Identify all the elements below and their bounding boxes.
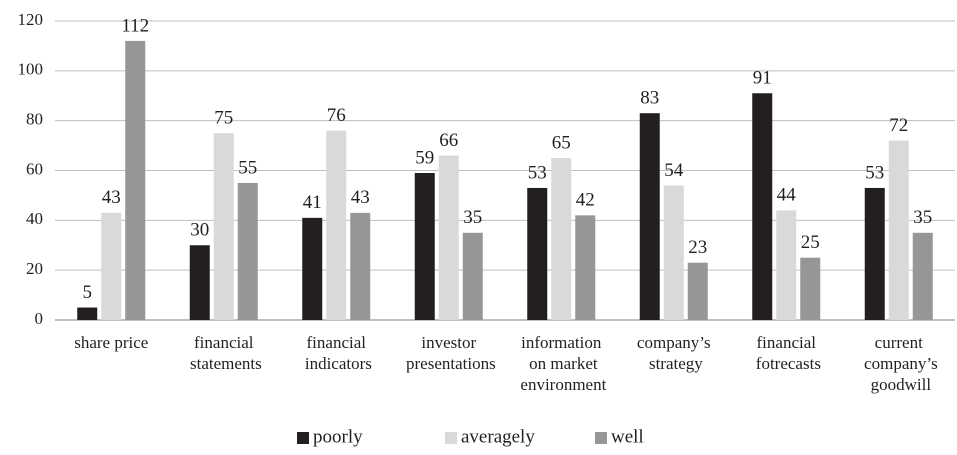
data-label: 41 — [303, 192, 322, 213]
y-tick-label: 0 — [35, 309, 44, 328]
bar — [864, 187, 885, 320]
data-label: 112 — [121, 15, 149, 36]
data-label: 59 — [415, 147, 434, 168]
data-label: 53 — [865, 162, 884, 183]
data-label: 35 — [463, 207, 482, 228]
bar — [189, 245, 210, 320]
data-label: 43 — [102, 187, 121, 208]
bar — [687, 262, 708, 320]
y-tick-label: 20 — [26, 259, 43, 278]
x-tick-label: company’s strategy — [637, 333, 711, 373]
bar — [326, 130, 347, 320]
data-label: 55 — [238, 157, 257, 178]
bar — [912, 232, 933, 320]
data-label: 72 — [889, 115, 908, 136]
bar — [575, 215, 596, 320]
x-tick-label: financial fotrecasts — [752, 333, 821, 373]
data-label: 75 — [214, 107, 233, 128]
x-tick-label: current company’s goodwill — [860, 333, 938, 394]
data-label: 91 — [753, 68, 772, 89]
data-label: 83 — [640, 88, 659, 109]
legend-label: well — [611, 426, 644, 447]
y-tick-label: 100 — [18, 60, 44, 79]
bar — [663, 185, 684, 320]
x-tick-label: share price — [74, 333, 148, 352]
bar — [462, 232, 483, 320]
bar — [639, 113, 660, 320]
legend-swatch — [445, 432, 457, 444]
data-label: 53 — [528, 162, 547, 183]
legend-label: poorly — [313, 426, 363, 447]
y-tick-label: 60 — [26, 159, 43, 178]
bar — [125, 40, 146, 320]
data-label: 5 — [83, 282, 93, 303]
data-label: 30 — [190, 220, 209, 241]
data-label: 43 — [351, 187, 370, 208]
legend-label: averagely — [461, 426, 535, 447]
x-tick-label: financial indicators — [301, 333, 372, 373]
x-tick-label: information on market environment — [516, 333, 606, 394]
data-label: 65 — [552, 132, 571, 153]
data-label: 44 — [777, 185, 797, 206]
bar — [776, 210, 797, 320]
bar — [237, 182, 258, 320]
data-label: 54 — [664, 160, 684, 181]
legend-swatch — [297, 432, 309, 444]
bar — [888, 140, 909, 320]
bar — [414, 172, 435, 320]
bar — [213, 133, 234, 320]
data-label: 23 — [688, 237, 707, 258]
bar — [527, 187, 548, 320]
bar — [350, 212, 371, 320]
bar — [101, 212, 122, 320]
data-label: 35 — [913, 207, 932, 228]
y-tick-label: 40 — [26, 209, 43, 228]
bar — [752, 93, 773, 320]
legend-swatch — [595, 432, 607, 444]
data-label: 25 — [801, 232, 820, 253]
x-tick-label: investor presentations — [402, 333, 496, 373]
bar — [302, 217, 323, 320]
bar — [77, 307, 98, 320]
y-tick-label: 80 — [26, 110, 43, 129]
bar — [438, 155, 459, 320]
bar — [551, 158, 572, 320]
x-tick-label: financial statements — [186, 333, 262, 373]
data-label: 66 — [439, 130, 458, 151]
data-label: 42 — [576, 190, 595, 211]
bar — [800, 257, 821, 320]
data-label: 76 — [327, 105, 346, 126]
y-tick-label: 120 — [18, 10, 44, 29]
